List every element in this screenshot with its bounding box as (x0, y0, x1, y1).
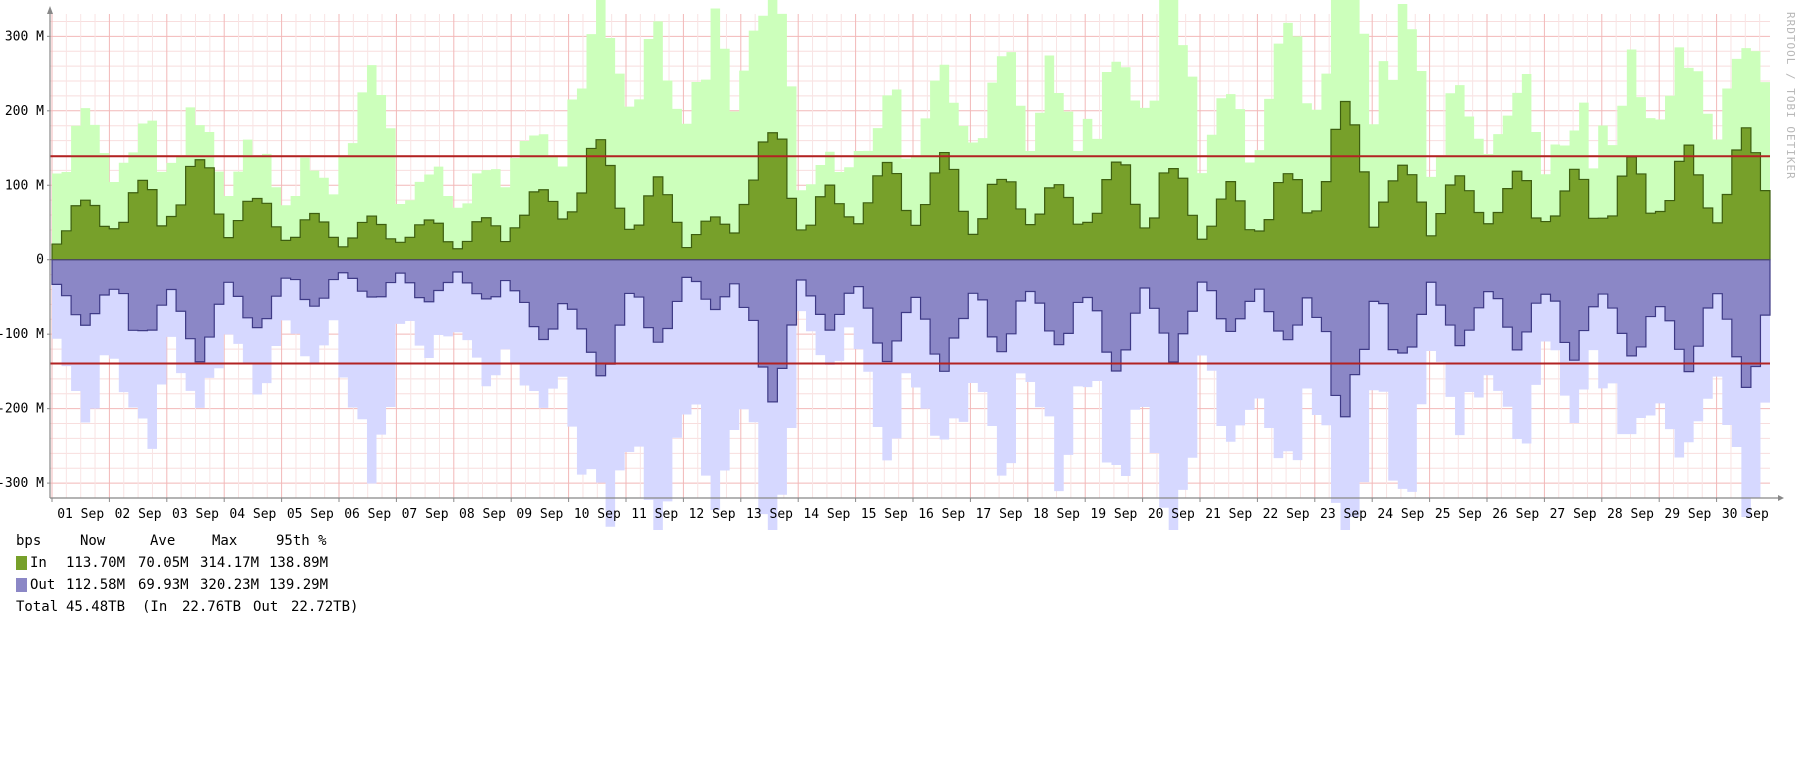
x-tick-label: 25 Sep (1435, 507, 1482, 522)
x-tick-label: 01 Sep (57, 507, 104, 522)
legend-col-now: Now (80, 533, 106, 549)
legend-name-in: In (30, 555, 47, 571)
axes (47, 6, 1784, 501)
x-tick-label: 07 Sep (402, 507, 449, 522)
x-tick-labels: 01 Sep 02 Sep 03 Sep 04 Sep 05 Sep 06 Sep 07 S… (51, 498, 1769, 522)
x-tick-label: 05 Sep (287, 507, 334, 522)
legend-ave-in: 70.05M (138, 555, 189, 571)
y-tick-label: 0 (36, 253, 44, 268)
legend-row-out: Out 112.58M 69.93M 320.23M 139.29M (16, 574, 328, 596)
x-tick-label: 19 Sep (1090, 507, 1137, 522)
x-tick-label: 18 Sep (1033, 507, 1080, 522)
x-tick-label: 23 Sep (1320, 507, 1367, 522)
x-tick-label: 20 Sep (1148, 507, 1195, 522)
legend-row-in: In 113.70M 70.05M 314.17M 138.89M (16, 552, 328, 574)
watermark: RRDTOOL / TOBI OETIKER (1784, 12, 1797, 180)
x-tick-label: 29 Sep (1664, 507, 1711, 522)
legend-total: Total 45.48TB (In 22.76TB Out 22.72TB) (16, 596, 358, 618)
x-tick-label: 10 Sep (574, 507, 621, 522)
legend-ave-out: 69.93M (138, 577, 189, 593)
y-tick-label: -100 M (0, 327, 44, 342)
x-tick-label: 17 Sep (976, 507, 1023, 522)
y-tick-labels: 300 M 200 M 100 M 0 -100 M -200 M -300 M (0, 29, 50, 491)
legend-col-ave: Ave (150, 533, 176, 549)
x-tick-label: 08 Sep (459, 507, 506, 522)
y-tick-label: 100 M (5, 178, 44, 193)
legend-max-in: 314.17M (200, 555, 260, 571)
x-tick-label: 30 Sep (1722, 507, 1769, 522)
legend-header: bps Now Ave Max 95th % (16, 530, 327, 552)
y-tick-label: -200 M (0, 402, 44, 417)
traffic-chart: 300 M 200 M 100 M 0 -100 M -200 M -300 M 01 Se… (0, 0, 1797, 530)
y-tick-label: -300 M (0, 476, 44, 491)
x-tick-label: 09 Sep (516, 507, 563, 522)
x-tick-label: 24 Sep (1377, 507, 1424, 522)
legend-swatch-out (16, 578, 27, 592)
legend-max-out: 320.23M (200, 577, 260, 593)
x-tick-label: 11 Sep (631, 507, 678, 522)
legend-total-value: 45.48TB (66, 599, 126, 615)
legend-col-max: Max (212, 533, 238, 549)
x-tick-label: 04 Sep (229, 507, 276, 522)
legend-p95-out: 139.29M (269, 577, 329, 593)
x-tick-label: 21 Sep (1205, 507, 1252, 522)
legend-total-out-value: 22.72TB) (291, 599, 359, 615)
legend-unit: bps (16, 533, 42, 549)
x-tick-label: 12 Sep (689, 507, 736, 522)
x-tick-label: 28 Sep (1607, 507, 1654, 522)
x-tick-label: 06 Sep (344, 507, 391, 522)
legend-p95-in: 138.89M (269, 555, 329, 571)
legend-now-out: 112.58M (66, 577, 126, 593)
x-tick-label: 27 Sep (1550, 507, 1597, 522)
x-axis-arrow-icon (1778, 495, 1784, 501)
legend-total-in-label: (In (142, 599, 168, 615)
legend-total-out-label: Out (253, 599, 279, 615)
y-tick-label: 300 M (5, 29, 44, 44)
avg-area-in (51, 100, 1771, 261)
legend-swatch-in (16, 556, 27, 570)
legend: bps Now Ave Max 95th % In 113.70M 70.05M… (16, 530, 358, 618)
x-tick-label: 03 Sep (172, 507, 219, 522)
y-tick-label: 200 M (5, 104, 44, 119)
legend-total-label: Total (16, 599, 59, 615)
x-tick-label: 26 Sep (1492, 507, 1539, 522)
legend-col-p95: 95th % (276, 533, 327, 549)
x-tick-label: 15 Sep (861, 507, 908, 522)
legend-name-out: Out (30, 577, 56, 593)
avg-area-out (51, 259, 1771, 418)
y-axis-arrow-icon (47, 6, 53, 14)
x-tick-label: 13 Sep (746, 507, 793, 522)
avg-areas (51, 100, 1771, 418)
percentile-lines (50, 155, 1770, 365)
x-tick-label: 22 Sep (1263, 507, 1310, 522)
x-tick-label: 02 Sep (115, 507, 162, 522)
legend-now-in: 113.70M (66, 555, 126, 571)
x-tick-label: 16 Sep (918, 507, 965, 522)
legend-total-in-value: 22.76TB (182, 599, 242, 615)
x-tick-label: 14 Sep (803, 507, 850, 522)
